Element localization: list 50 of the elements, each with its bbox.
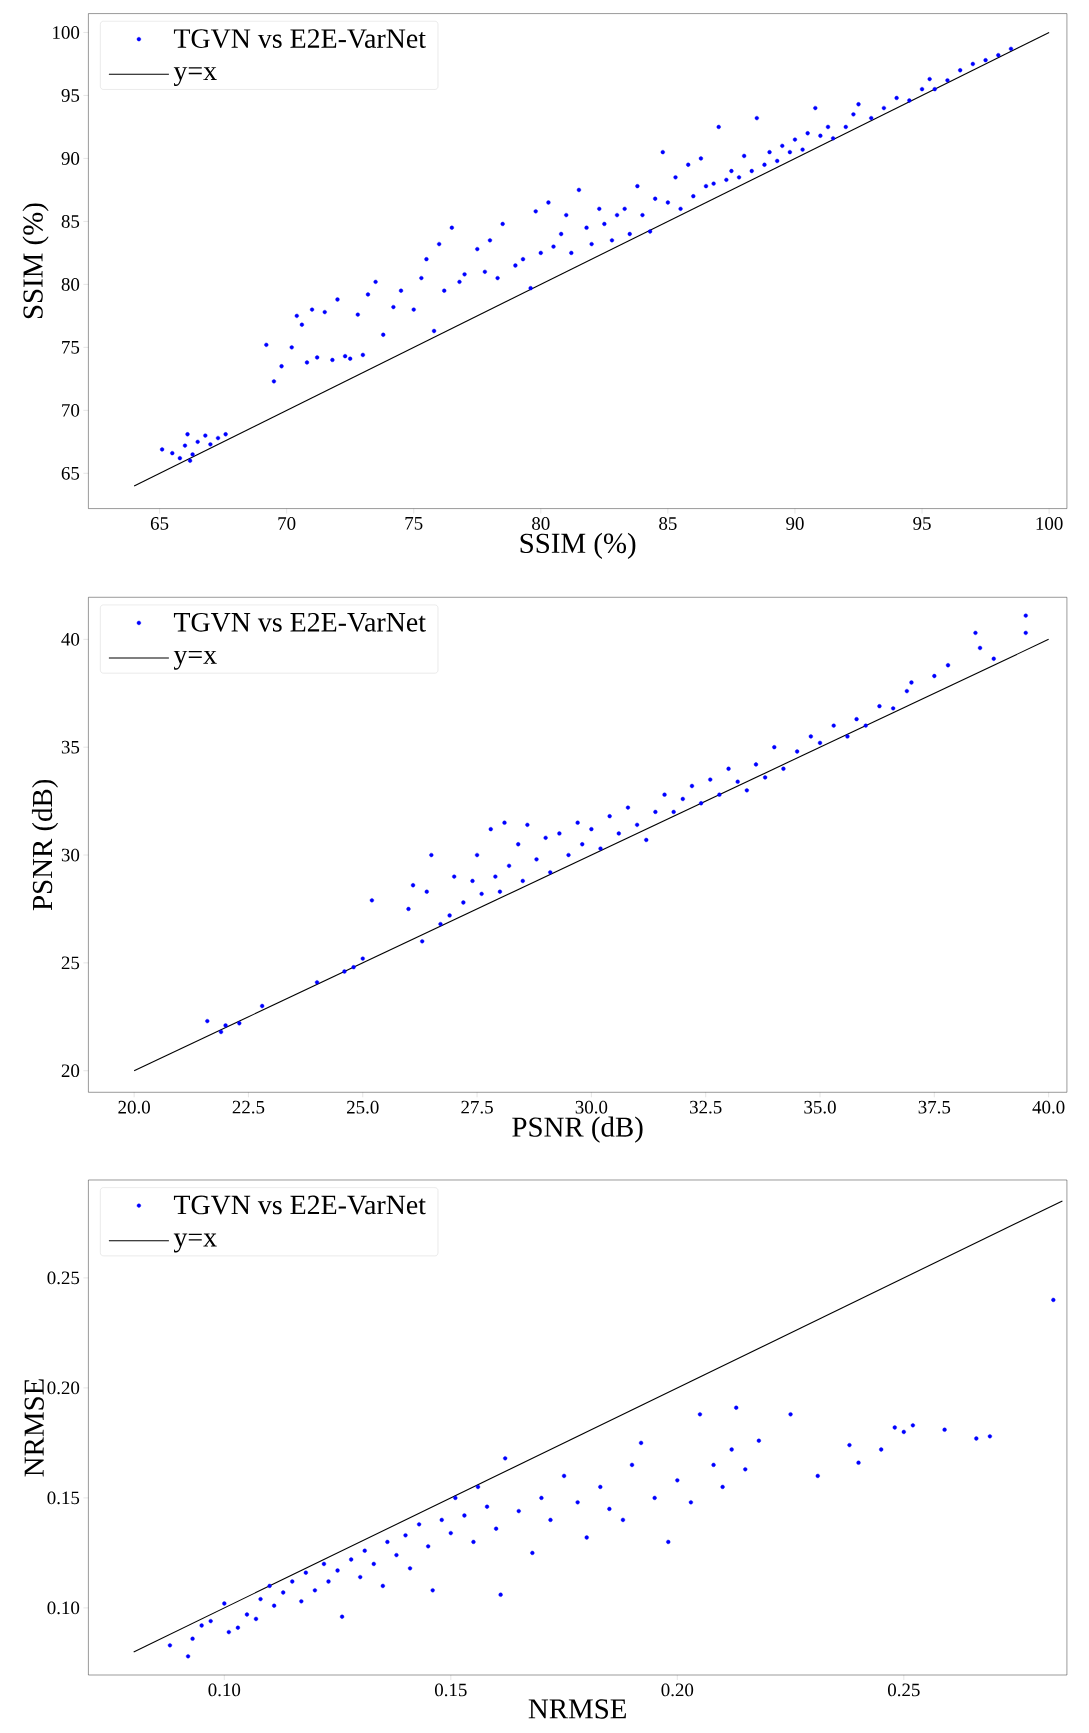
- x-tick-label: 0.25: [887, 1683, 920, 1697]
- x-tick-label: 27.5: [461, 1100, 493, 1114]
- y-tick-label: 25: [61, 956, 80, 970]
- y-axis-title: SSIM (%): [22, 203, 49, 319]
- x-tick-label: 35.0: [804, 1100, 836, 1114]
- x-tick-label: 30.0: [575, 1100, 608, 1114]
- y-tick-label: 65: [61, 466, 80, 480]
- x-tick-label: 75: [405, 517, 423, 530]
- legend-label: y=x: [173, 1233, 217, 1253]
- y-tick-label: 0.20: [47, 1381, 80, 1395]
- y-tick-label: 85: [61, 215, 80, 228]
- y-tick-label: 70: [62, 403, 80, 417]
- y-tick-label: 0.25: [47, 1271, 80, 1285]
- y-tick-label: 0.10: [47, 1601, 80, 1615]
- x-tick-label: 40.0: [1032, 1100, 1065, 1114]
- x-tick-label: 20.0: [118, 1100, 150, 1114]
- legend-label: TGVN vs E2E-VarNet: [173, 29, 426, 49]
- y-tick-label: 75: [62, 341, 80, 354]
- x-tick-label: 90: [786, 517, 804, 530]
- y-tick-label: 35: [61, 740, 80, 754]
- legend-label: TGVN vs E2E-VarNet: [173, 612, 426, 632]
- x-axis-title: SSIM (%): [520, 532, 636, 559]
- legend-label: y=x: [173, 67, 217, 86]
- y-tick-label: 40: [61, 632, 80, 646]
- y-tick-label: 90: [61, 152, 80, 165]
- legend-label: TGVN vs E2E-VarNet: [173, 1195, 426, 1215]
- x-tick-label: 0.10: [208, 1683, 241, 1697]
- y-tick-label: 0.15: [47, 1491, 80, 1505]
- y-tick-label: 100: [53, 26, 80, 39]
- y-tick-label: 30: [61, 848, 80, 862]
- x-axis-title: NRMSE: [528, 1699, 626, 1719]
- x-tick-label: 70: [278, 517, 296, 530]
- x-tick-label: 85: [659, 517, 677, 530]
- x-tick-label: 37.5: [918, 1100, 951, 1114]
- x-tick-label: 95: [913, 517, 931, 530]
- x-tick-label: 0.20: [661, 1683, 694, 1697]
- x-tick-label: 32.5: [690, 1100, 722, 1114]
- y-tick-label: 80: [61, 278, 80, 291]
- y-tick-label: 20: [61, 1064, 80, 1078]
- x-tick-label: 100: [1036, 517, 1063, 530]
- y-axis-title: PSNR (dB): [31, 779, 59, 911]
- x-tick-label: 80: [532, 517, 550, 530]
- legend-label: y=x: [173, 650, 217, 670]
- x-tick-label: 22.5: [232, 1100, 265, 1114]
- y-axis-title: NRMSE: [24, 1379, 44, 1477]
- x-tick-label: 65: [150, 517, 169, 530]
- x-tick-label: 0.15: [434, 1683, 467, 1697]
- y-tick-label: 95: [61, 89, 80, 102]
- x-axis-title: PSNR (dB): [512, 1116, 643, 1143]
- x-tick-label: 25.0: [347, 1100, 379, 1114]
